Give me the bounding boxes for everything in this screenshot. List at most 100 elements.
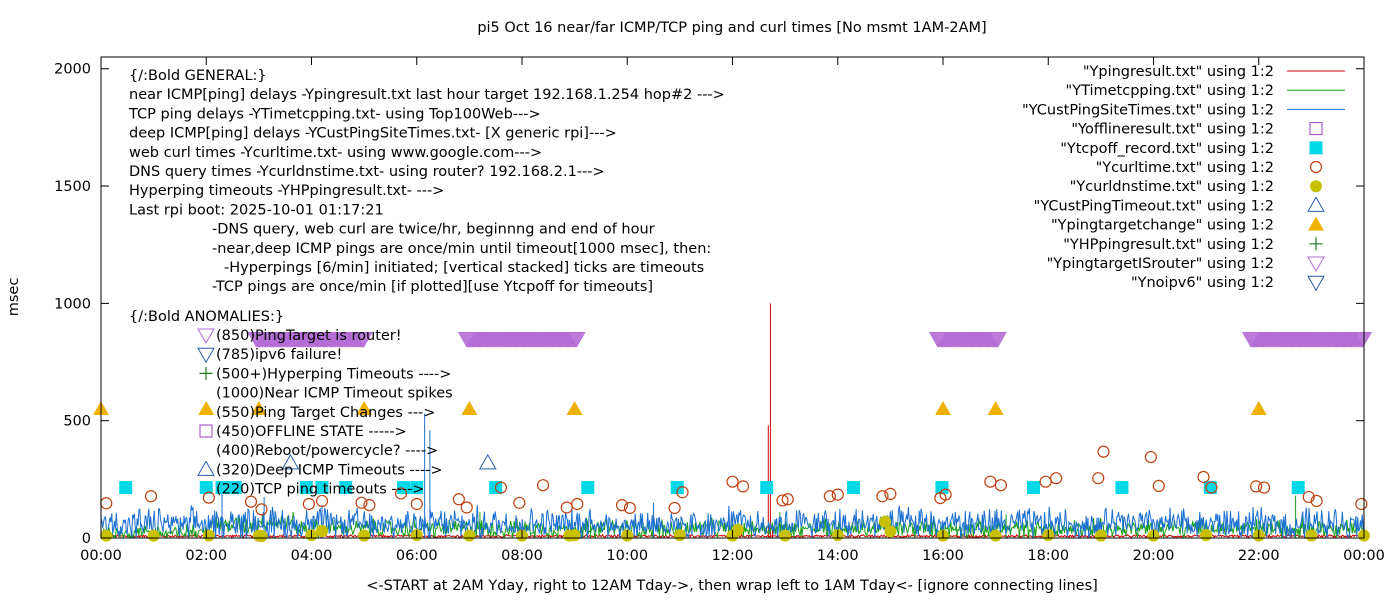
- legend-swatch: [1309, 237, 1323, 251]
- legend-label: "YCustPingSiteTimes.txt" using 1:2: [1022, 102, 1274, 118]
- data-point: [394, 487, 408, 500]
- legend-label: "Yofflineresult.txt" using 1:2: [1071, 122, 1274, 138]
- data-point: [315, 481, 329, 495]
- data-point: [410, 481, 424, 495]
- annotation-line: near ICMP[ping] delays -Ypingresult.txt …: [129, 87, 725, 103]
- data-point: [1354, 332, 1373, 348]
- x-tick-label: 12:00: [712, 548, 754, 564]
- x-tick-label: 04:00: [291, 548, 333, 564]
- legend-swatch: [1307, 256, 1325, 273]
- annotation-line: DNS query times -Ycurldnstime.txt- using…: [129, 164, 605, 180]
- series-4: [119, 481, 1305, 495]
- y-tick-label: 2000: [54, 62, 91, 78]
- data-point: [831, 488, 844, 501]
- data-point: [884, 487, 897, 500]
- y-tick-label: 1000: [54, 296, 91, 312]
- data-point: [670, 481, 684, 495]
- data-point: [1250, 400, 1267, 415]
- data-point: [410, 497, 423, 511]
- anomaly-line: (450)OFFLINE STATE ----->: [216, 424, 407, 440]
- data-point: [1152, 479, 1165, 493]
- data-point: [1355, 497, 1368, 511]
- data-point: [1097, 445, 1110, 458]
- annotation-line: web curl times -Ycurltime.txt- using www…: [129, 145, 542, 161]
- anomaly-marker: [199, 424, 213, 438]
- data-point: [244, 495, 258, 508]
- data-point: [202, 529, 215, 542]
- series-5: [100, 445, 1368, 516]
- data-point: [1310, 494, 1323, 508]
- y-tick-label: 1500: [54, 179, 91, 195]
- annotations: {/:Bold GENERAL:} near ICMP[ping] delays …: [128, 68, 725, 498]
- data-point: [994, 479, 1007, 492]
- data-point: [463, 529, 476, 542]
- x-tick-label: 16:00: [922, 548, 964, 564]
- data-point: [560, 501, 573, 514]
- data-point: [397, 481, 411, 495]
- data-point: [228, 481, 242, 495]
- data-point: [281, 453, 300, 470]
- anomaly-line: (785)ipv6 failure!: [216, 347, 342, 363]
- data-point: [989, 529, 1002, 542]
- data-point: [452, 493, 465, 506]
- annotation-line: -TCP pings are once/min [if plotted][use…: [212, 279, 653, 295]
- chart-title: pi5 Oct 16 near/far ICMP/TCP ping and cu…: [477, 20, 986, 36]
- annotation-line: Hyperping timeouts -YHPpingresult.txt- -…: [129, 183, 444, 199]
- data-point: [461, 400, 478, 415]
- data-point: [356, 400, 373, 415]
- data-point: [1115, 481, 1129, 495]
- data-point: [615, 499, 629, 512]
- x-tick-label: 20:00: [1133, 548, 1175, 564]
- data-point: [100, 497, 113, 510]
- data-point: [568, 529, 581, 542]
- data-point: [250, 400, 267, 415]
- legend-swatch: [1307, 196, 1325, 212]
- anomaly-marker: [199, 366, 213, 380]
- data-point: [1092, 472, 1105, 485]
- data-point: [1205, 481, 1218, 494]
- legend-swatch: [1309, 122, 1323, 136]
- legend-swatch: [1307, 275, 1325, 292]
- data-point: [199, 481, 213, 495]
- data-point: [1250, 480, 1263, 493]
- data-point: [100, 529, 113, 542]
- data-point: [823, 490, 836, 503]
- series-6: [100, 515, 1370, 543]
- data-point: [779, 529, 792, 542]
- series-10: [247, 332, 1373, 348]
- x-tick-label: 00:00: [80, 548, 122, 564]
- data-point: [355, 332, 373, 348]
- data-point: [760, 481, 774, 495]
- y-tick-label: 500: [63, 414, 91, 430]
- anomaly-marker: [197, 460, 215, 476]
- x-tick-label: 14:00: [817, 548, 859, 564]
- anomaly-heading: {/:Bold ANOMALIES:}: [129, 309, 284, 325]
- x-tick-label: 22:00: [1238, 548, 1280, 564]
- data-point: [202, 491, 215, 504]
- data-point: [147, 529, 160, 542]
- data-point: [1291, 481, 1305, 495]
- data-point: [935, 400, 951, 415]
- legend-label: "Ycurltime.txt" using 1:2: [1096, 160, 1274, 176]
- legend-label: "YpingtargetISrouter" using 1:2: [1047, 256, 1274, 272]
- data-point: [1094, 529, 1107, 542]
- legend-swatch: [1310, 180, 1322, 193]
- data-point: [536, 479, 550, 492]
- data-point: [315, 494, 329, 508]
- data-point: [623, 501, 636, 515]
- data-point: [358, 529, 371, 542]
- data-point: [255, 530, 268, 543]
- data-point: [731, 523, 744, 536]
- data-point: [776, 494, 789, 507]
- x-tick-label: 18:00: [1027, 548, 1069, 564]
- x-tick-label: 08:00: [501, 548, 543, 564]
- data-point: [144, 490, 158, 503]
- plot-series: [93, 303, 1373, 543]
- data-point: [879, 515, 892, 528]
- data-point: [494, 481, 508, 494]
- data-point: [513, 496, 526, 509]
- data-point: [299, 481, 313, 495]
- legend-label: "Ycurldnstime.txt" using 1:2: [1070, 179, 1274, 195]
- data-point: [571, 497, 584, 511]
